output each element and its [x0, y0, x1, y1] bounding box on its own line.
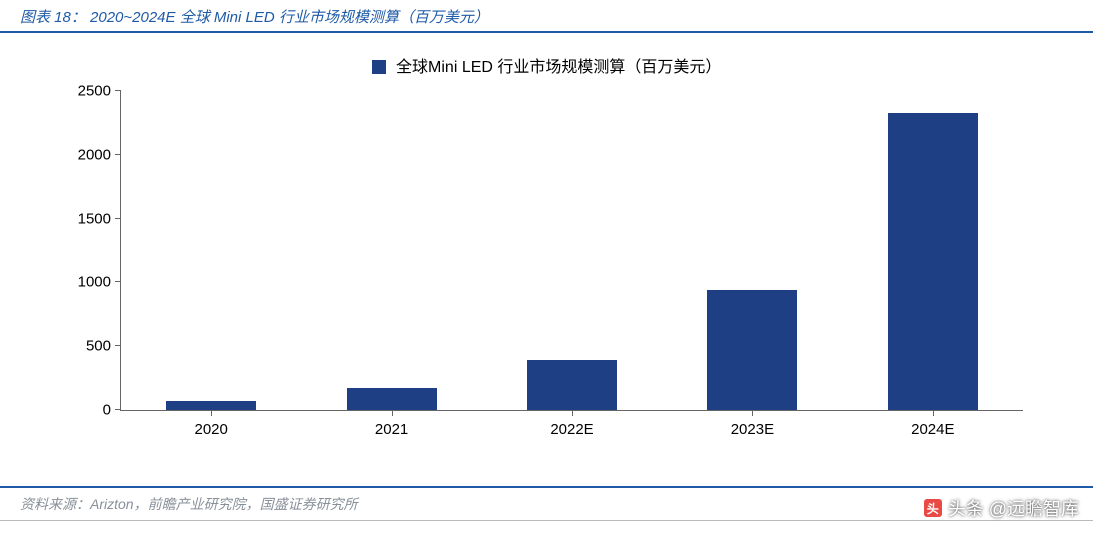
chart-legend: 全球Mini LED 行业市场规模测算（百万美元） [0, 53, 1093, 77]
y-tick-label: 1500 [61, 210, 111, 227]
y-tick-mark [115, 218, 121, 219]
y-tick-mark [115, 154, 121, 155]
x-tick-label: 2022E [550, 421, 593, 438]
x-tick-mark [572, 410, 573, 416]
x-tick-label: 2023E [731, 421, 774, 438]
x-tick-label: 2020 [195, 421, 228, 438]
y-tick-mark [115, 409, 121, 410]
watermark-badge-icon: 头 [924, 499, 942, 517]
bar [347, 388, 437, 410]
chart-area: 0 500 1000 1500 2000 2500 2020 2021 2022E 2023E 20… [60, 81, 1033, 441]
y-tick-label: 0 [61, 402, 111, 419]
x-tick-mark [392, 410, 393, 416]
bar [888, 113, 978, 410]
y-tick-mark [115, 90, 121, 91]
x-tick-label: 2024E [911, 421, 954, 438]
legend-label: 全球Mini LED 行业市场规模测算（百万美元） [396, 59, 721, 76]
legend-swatch [372, 60, 386, 74]
watermark: 头 头条 @远瞻智库 [924, 495, 1079, 521]
y-tick-label: 500 [61, 338, 111, 355]
y-tick-label: 2500 [61, 83, 111, 100]
x-tick-mark [211, 410, 212, 416]
y-tick-label: 1000 [61, 274, 111, 291]
bar [707, 290, 797, 410]
y-tick-mark [115, 281, 121, 282]
x-tick-mark [933, 410, 934, 416]
chart-title: 图表 18： 2020~2024E 全球 Mini LED 行业市场规模测算（百… [0, 0, 1093, 33]
bar [166, 401, 256, 410]
bar [527, 360, 617, 410]
plot-region: 05001000150020002500202020212022E2023E20… [120, 91, 1023, 411]
y-tick-mark [115, 345, 121, 346]
y-tick-label: 2000 [61, 146, 111, 163]
x-tick-label: 2021 [375, 421, 408, 438]
watermark-text: 头条 @远瞻智库 [948, 495, 1079, 521]
x-tick-mark [752, 410, 753, 416]
